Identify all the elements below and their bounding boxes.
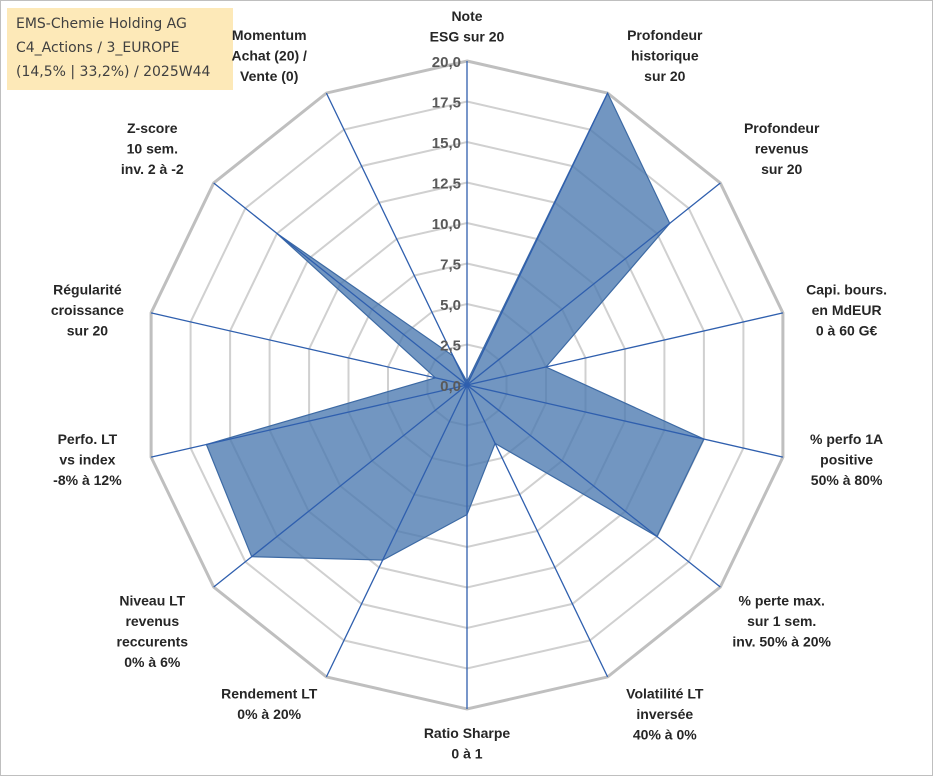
axis-spoke	[213, 384, 468, 588]
axis-label: sur 20	[67, 323, 108, 339]
axis-label: reccurents	[117, 634, 189, 650]
axis-label: inv. 2 à -2	[121, 161, 184, 177]
axis-label: inversée	[636, 706, 693, 722]
axis-spoke	[150, 384, 468, 458]
axis-spoke	[325, 92, 468, 386]
title-line-stats: (14,5% | 33,2%) / 2025W44	[16, 64, 211, 80]
axis-label: 10 sem.	[127, 141, 178, 157]
axis-label: Achat (20) /	[231, 47, 307, 63]
axis-label: 0% à 20%	[237, 706, 301, 722]
axis-label: Régularité	[53, 282, 122, 298]
axis-label: Ratio Sharpe	[424, 725, 511, 741]
axis-spoke	[466, 384, 609, 678]
axis-label: Niveau LT	[119, 593, 185, 609]
tick-label: 0,0	[440, 378, 461, 395]
axis-spoke	[466, 182, 721, 386]
axis-label: 40% à 0%	[633, 727, 697, 743]
axis-label: Momentum	[232, 27, 307, 43]
axis-spoke	[325, 384, 468, 678]
axis-spoke	[466, 384, 721, 588]
chart-title-box: EMS-Chemie Holding AG C4_Actions / 3_EUR…	[7, 8, 233, 90]
axis-label: Z-score	[127, 120, 178, 136]
axis-label: ESG sur 20	[430, 29, 505, 45]
axis-label: revenus	[125, 613, 179, 629]
axis-spoke	[466, 92, 609, 386]
axis-label: Note	[451, 8, 482, 24]
tick-label: 10,0	[432, 216, 461, 233]
tick-label: 5,0	[440, 297, 461, 314]
axis-label: vs index	[59, 452, 115, 468]
tick-label: 2,5	[440, 338, 461, 355]
axis-label: en MdEUR	[812, 302, 882, 318]
tick-label: 15,0	[432, 135, 461, 152]
axis-spoke	[466, 312, 784, 386]
tick-label: 7,5	[440, 257, 461, 274]
tick-label: 17,5	[432, 95, 461, 112]
axis-label: Profondeur	[627, 27, 703, 43]
axis-label: Capi. bours.	[806, 282, 887, 298]
axis-label: Perfo. LT	[58, 431, 118, 447]
axis-label: revenus	[755, 141, 809, 157]
axis-label: % perte max.	[739, 593, 825, 609]
axis-label: -8% à 12%	[53, 472, 122, 488]
axis-label: 0 à 1	[451, 746, 482, 762]
tick-label: 20,0	[432, 54, 461, 71]
axis-label: Volatilité LT	[626, 686, 704, 702]
series-area	[205, 91, 705, 561]
axis-label: 0% à 6%	[124, 654, 181, 670]
axis-label: Profondeur	[744, 120, 820, 136]
axis-label: 50% à 80%	[811, 472, 883, 488]
axis-label: positive	[820, 452, 873, 468]
axis-label: % perfo 1A	[810, 431, 883, 447]
axis-label: inv. 50% à 20%	[732, 634, 831, 650]
axis-label: sur 1 sem.	[747, 613, 816, 629]
axis-label: 0 à 60 G€	[816, 323, 878, 339]
axis-label: croissance	[51, 302, 124, 318]
axis-spoke	[150, 312, 468, 386]
axis-label: Rendement LT	[221, 686, 318, 702]
axis-label: sur 20	[761, 161, 802, 177]
axis-spoke	[466, 384, 784, 458]
title-line-category: C4_Actions / 3_EUROPE	[16, 40, 180, 56]
tick-label: 12,5	[432, 176, 461, 193]
axis-label: historique	[631, 47, 699, 63]
axis-label: Vente (0)	[240, 68, 298, 84]
title-line-company: EMS-Chemie Holding AG	[16, 16, 187, 32]
axis-spoke	[213, 182, 468, 386]
axis-label: sur 20	[644, 68, 685, 84]
